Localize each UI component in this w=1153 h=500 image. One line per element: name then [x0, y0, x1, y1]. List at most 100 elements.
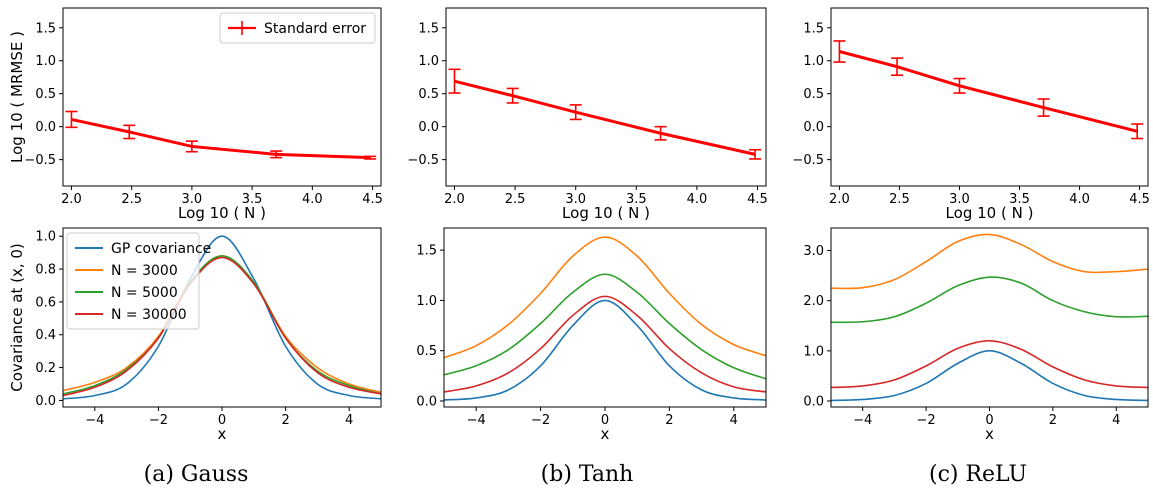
x-tick-label: −4 [853, 413, 872, 428]
caption-relu: (c) ReLU [928, 462, 1028, 487]
y-tick-label: 0.0 [35, 120, 56, 135]
y-tick-label: 1.5 [35, 21, 56, 36]
x-tick-label: 3.5 [1009, 192, 1030, 207]
y-tick-label: −0.5 [792, 153, 824, 168]
y-tick-label: 2.0 [803, 294, 824, 309]
x-tick-label: 4 [345, 413, 353, 428]
y-tick-label: 0.4 [35, 328, 56, 343]
y-tick-label: 3.0 [803, 244, 824, 259]
x-tick-label: 3.0 [565, 192, 586, 207]
series-line-top-gauss [71, 117, 371, 160]
series-line-n5000 [443, 273, 767, 380]
x-tick-label: 0 [601, 413, 609, 428]
legend-entry: GP covariance [75, 241, 211, 257]
y-tick-label: 0.8 [35, 263, 56, 278]
series-line-n5000 [62, 255, 382, 395]
x-tick-label: 0 [985, 413, 993, 428]
error-bar [123, 124, 136, 140]
series-line-n30000 [62, 256, 382, 397]
x-tick-label: 4.5 [1129, 192, 1150, 207]
series-line-n3000 [830, 233, 1149, 290]
legend-entry: Standard error [228, 21, 366, 37]
y-axis-label: Covariance at (x, 0) [8, 243, 26, 392]
chart-top-gauss: 2.0 2.5 3.0 3.5 4.0 4.5 −0.5 0.0 0.5 1.0 1.5 Log 10… [8, 7, 383, 222]
legend: Standard error [219, 12, 376, 44]
y-tick-label: 0.0 [803, 394, 824, 409]
error-bar [185, 140, 198, 153]
caption-tanh: (b) Tanh [540, 462, 634, 487]
chart-bottom-tanh: −4 −2 0 2 4 0.0 0.5 1.0 1.5 x [416, 227, 767, 443]
x-axis-label: x [218, 425, 227, 443]
x-tick-label: 2.5 [505, 192, 526, 207]
error-bar [953, 77, 966, 94]
x-tick-label: 2 [1049, 413, 1057, 428]
y-tick-label: 1.0 [418, 54, 439, 69]
legend-label: N = 30000 [111, 307, 187, 323]
legend-box [66, 232, 200, 330]
axes-frame [830, 7, 1149, 187]
x-axis-label: x [601, 425, 610, 443]
x-tick-label: −4 [85, 413, 104, 428]
y-tick-label: 0.5 [418, 87, 439, 102]
y-tick-label: 0.6 [35, 295, 56, 310]
series-line-gp [830, 350, 1149, 402]
y-tick-label: −0.5 [24, 153, 56, 168]
chart-top-tanh: 2.0 2.5 3.0 3.5 4.0 4.5 −0.5 0.0 0.5 1.0 1.5 Log 10… [407, 7, 768, 222]
x-tick-label: 2.0 [444, 192, 465, 207]
series-line-gp [443, 299, 767, 401]
legend-label: GP covariance [111, 241, 211, 257]
chart-bottom-relu: −4 −2 0 2 4 0.0 1.0 2.0 3.0 x [803, 227, 1149, 443]
error-bar [891, 57, 904, 77]
series-line-n3000 [443, 236, 767, 359]
x-tick-label: 3.0 [182, 192, 203, 207]
x-tick-label: 2.5 [121, 192, 142, 207]
error-bar [833, 40, 846, 63]
chart-top-relu: 2.0 2.5 3.0 3.5 4.0 4.5 −0.5 0.0 0.5 1.0 1.5 Log 10… [792, 7, 1150, 222]
error-bar [569, 104, 582, 121]
error-bar [1131, 123, 1144, 140]
error-bar [654, 125, 667, 141]
y-tick-label: 0.0 [418, 120, 439, 135]
y-tick-label: 0.5 [416, 344, 437, 359]
legend-box [219, 12, 376, 44]
chart-bottom-gauss: −4 −2 0 2 4 0.0 0.2 0.4 0.6 0.8 1.0 x Covariance at … [8, 227, 382, 443]
x-tick-label: 4.5 [362, 192, 383, 207]
y-tick-label: 1.5 [416, 244, 437, 259]
legend-entry: N = 3000 [75, 263, 178, 279]
y-tick-label: 1.0 [416, 294, 437, 309]
y-tick-label: 1.0 [35, 230, 56, 245]
error-bar [270, 150, 283, 159]
error-bar [448, 68, 461, 94]
x-tick-label: −2 [149, 413, 168, 428]
x-tick-label: 4 [730, 413, 738, 428]
y-tick-label: 0.5 [803, 87, 824, 102]
series-line-n30000 [830, 340, 1149, 389]
axes-frame [62, 7, 382, 187]
x-tick-label: −2 [917, 413, 936, 428]
y-tick-label: 0.0 [35, 394, 56, 409]
x-tick-label: 3.5 [626, 192, 647, 207]
y-tick-label: 0.5 [35, 87, 56, 102]
x-tick-label: 2 [281, 413, 289, 428]
error-bar [1037, 98, 1050, 117]
error-bar [65, 110, 78, 129]
y-tick-label: 0.0 [416, 394, 437, 409]
x-tick-label: 2.0 [829, 192, 850, 207]
y-axis-label: Log 10 ( MRMSE ) [8, 31, 26, 163]
x-tick-label: −4 [467, 413, 486, 428]
error-bar [364, 155, 377, 160]
x-tick-label: 0 [218, 413, 226, 428]
x-tick-label: 2 [665, 413, 673, 428]
series-line-gp [62, 235, 382, 400]
axes-frame [830, 227, 1149, 408]
x-tick-label: −2 [531, 413, 550, 428]
y-tick-label: 0.0 [803, 120, 824, 135]
x-tick-label: 4.0 [302, 192, 323, 207]
y-tick-label: 0.2 [35, 361, 56, 376]
x-tick-label: 4.5 [747, 192, 768, 207]
x-tick-label: 2.5 [889, 192, 910, 207]
y-tick-label: 1.5 [418, 21, 439, 36]
x-tick-label: 3.5 [242, 192, 263, 207]
legend-entry: N = 30000 [75, 307, 187, 323]
